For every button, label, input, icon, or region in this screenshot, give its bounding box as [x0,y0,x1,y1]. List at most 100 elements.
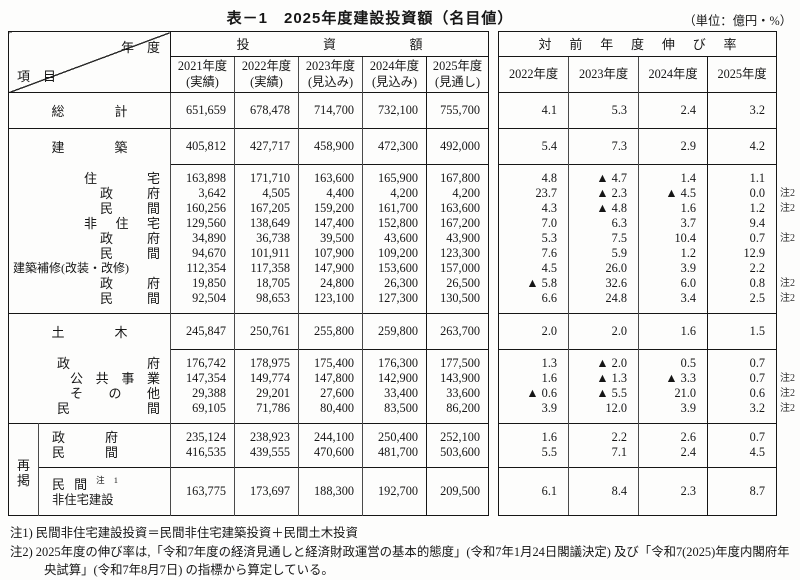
investment-value: 481,700 [362,445,427,468]
table-row: 7.0 6.3 3.7 9.4 [498,216,800,231]
investment-value: 101,911 [234,246,299,261]
investment-value: 238,923 [234,423,299,445]
growth-value: 2.5 [707,291,778,314]
note-ref: 注2 [780,403,796,415]
growth-value: 1.6 [638,201,708,216]
investment-value: 427,717 [234,128,299,165]
investment-value: 127,300 [362,291,427,314]
row-label: 民間 [52,445,118,460]
investment-value: 714,700 [298,92,363,129]
row-label: 総計 [8,92,171,129]
growth-value: 4.1 [498,92,569,129]
investment-value: 167,205 [234,201,299,216]
page-title: 表－1 2025年度建設投資額（名目値） [226,10,514,27]
table-row: 4.5 26.0 3.9 2.2 [498,261,800,276]
investment-value: 192,700 [362,467,427,516]
row-label: 建築 [8,128,171,165]
row-label: その他 [70,386,160,401]
row-label: 土木 [8,313,171,350]
investment-value: 80,400 [298,401,363,424]
growth-value: 3.2 [707,401,778,424]
footnotes: 注1) 民間非住宅建設投資＝民間非住宅建築投資＋民間土木投資 注2) 2025年… [10,524,796,580]
investment-value: 167,200 [425,216,490,231]
growth-value: 0.7 [707,371,778,386]
investment-value: 175,400 [298,349,363,371]
table-row: 建築補修(改装・改修) 112,354 117,358 147,900 153,600 1… [9,261,490,276]
growth-value: 0.7 [707,231,778,246]
table-row: 5.3 7.5 10.4 0.7 注2 [498,231,800,246]
investment-value: 34,890 [170,231,235,246]
growth-value: 0.7 [707,423,778,445]
growth-value: 12.0 [568,401,639,424]
growth-value: 3.9 [498,401,569,424]
investment-value: 4,400 [298,186,363,201]
growth-value: 6.0 [638,276,708,291]
growth-value: 4.2 [707,128,778,165]
column-header-2024: 2024年度 (見込み) [362,56,427,93]
investment-value: 112,354 [170,261,235,276]
investment-value: 245,847 [170,313,235,350]
growth-value: 4.5 [707,445,778,468]
growth-value: 7.5 [568,231,639,246]
investment-value: 163,898 [170,164,235,186]
note-ref [777,246,800,261]
table-row: 7.6 5.9 1.2 12.9 [498,246,800,261]
growth-value: 5.3 [498,231,569,246]
investment-table-body: 総計 651,659 678,478 714,700 732,100 755,700 建築 4… [8,92,490,516]
investment-value: 678,478 [234,92,299,129]
table-row: 2.0 2.0 1.6 1.5 [498,313,800,350]
table-row: 1.3 ▲ 2.0 0.5 0.7 [498,349,800,372]
growth-value: 2.2 [568,423,639,445]
investment-value: 43,900 [425,231,490,246]
footnote-marker: 注1 [96,474,118,485]
tables-area: 年 度 項 目 投資額 2021年度 (実績) 2022年度 (実績) [8,31,800,516]
investment-value: 27,600 [298,386,363,401]
growth-value: 3.4 [638,291,708,314]
note-ref [777,350,800,372]
growth-rate-header: 対前年度伸び率 [498,31,778,57]
column-header-2021: 2021年度 (実績) [170,56,235,93]
table-row: ▲ 0.6 ▲ 5.5 21.0 0.6 注2 [498,386,800,401]
table-row: 住宅 163,898 171,710 163,600 165,900 167,800 [9,164,490,186]
investment-value: 123,100 [298,291,363,314]
growth-value: 1.2 [707,201,778,216]
investment-value: 147,800 [298,371,363,386]
growth-value: 2.9 [638,128,708,165]
growth-table-header: 対前年度伸び率 2022年度 2023年度 2024年度 2025年度 [498,31,800,93]
investment-value: 123,300 [425,246,490,261]
table-row: 政府 34,890 36,738 39,500 43,600 43,900 [9,231,490,246]
note-ref: 注2 [780,293,796,305]
diagonal-header-cell: 年 度 項 目 [8,31,171,93]
investment-value: 416,535 [170,445,235,468]
growth-value: 1.4 [638,164,708,186]
investment-value: 142,900 [362,371,427,386]
growth-value: 2.6 [638,423,708,445]
note-ref [777,261,800,276]
growth-value: 1.5 [707,313,778,350]
table-row: 3.9 12.0 3.9 3.2 注2 [498,401,800,424]
investment-value: 39,500 [298,231,363,246]
note-ref: 注2 [780,188,796,199]
investment-value: 250,761 [234,313,299,350]
growth-value: 3.2 [707,92,778,129]
growth-value: 0.7 [707,349,778,371]
investment-value: 160,256 [170,201,235,216]
investment-value: 439,555 [234,445,299,468]
growth-value: 3.9 [638,261,708,276]
table-row: 土木 245,847 250,761 255,800 259,800 263,700 [8,313,490,350]
growth-value: ▲ 2.3 [568,186,639,201]
investment-amount-header: 投資額 [236,37,423,52]
row-label: 政府 [57,355,160,371]
table-row: 総計 651,659 678,478 714,700 732,100 755,700 [8,92,490,129]
growth-value: 5.3 [568,92,639,129]
growth-value: 12.9 [707,246,778,261]
table-row: 5.5 7.1 2.4 4.5 [498,445,800,468]
note-ref [777,424,800,446]
investment-value: 263,700 [425,313,490,350]
row-label: 公共事業 [70,371,160,386]
investment-value: 4,505 [234,186,299,201]
row-label: 民間 [57,401,160,416]
investment-value: 755,700 [425,92,490,129]
growth-value: 6.3 [568,216,639,231]
